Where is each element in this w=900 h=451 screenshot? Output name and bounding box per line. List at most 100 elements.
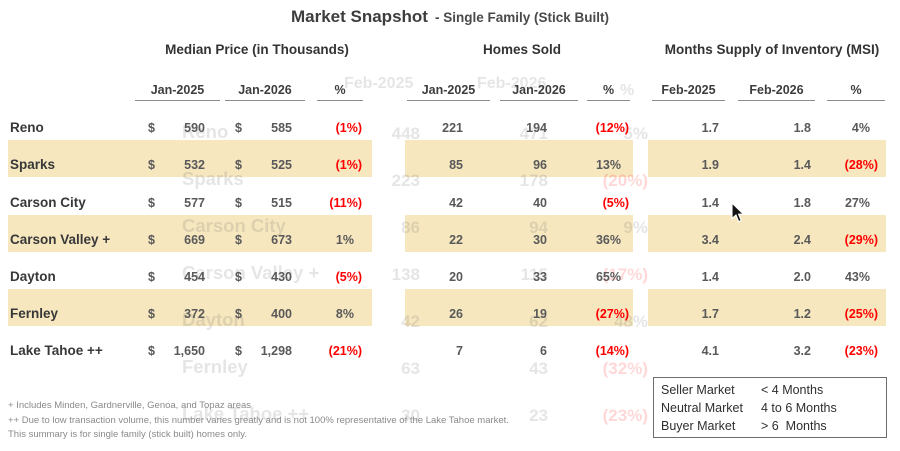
msi-2026: 1.4 (793, 158, 811, 173)
ghost-value: 94 (529, 218, 548, 237)
column-header: Jan-2025 (407, 80, 490, 101)
msi-2025: 1.4 (701, 195, 719, 210)
column-header: % (317, 80, 363, 101)
homes-sold-2026: 96 (533, 158, 547, 173)
msi-change: (28%) (844, 158, 878, 173)
homes-sold-2026: 40 (533, 195, 547, 210)
ghost-value: (17%) (602, 265, 648, 284)
currency-symbol: $ (235, 195, 242, 210)
column-header: Jan-2026 (225, 80, 305, 101)
ghost-value: 62 (529, 312, 548, 331)
currency-symbol: $ (148, 121, 155, 136)
ghost-column-header: % (620, 82, 635, 99)
row-highlight-band (405, 140, 633, 178)
homes-sold-2026: 19 (533, 307, 547, 322)
legend-value: 4 to 6 Months (761, 401, 837, 415)
median-price-2026: 525 (271, 158, 292, 173)
msi-2025: 1.9 (701, 158, 719, 173)
ghost-value: 115 (520, 265, 548, 284)
legend-row: Neutral Market 4 to 6 Months (661, 399, 879, 417)
ghost-region-label: Reno (182, 121, 229, 142)
column-header: Jan-2025 (135, 80, 220, 101)
legend-row: Seller Market < 4 Months (661, 381, 879, 399)
msi-2026: 1.2 (793, 307, 811, 322)
homes-sold-change: 13% (595, 158, 621, 173)
msi-legend-rows: Seller Market < 4 Months Neutral Market 4 t… (661, 381, 879, 435)
column-group-header: Median Price (in Thousands) (165, 42, 349, 57)
row-highlight-band (405, 289, 633, 327)
legend-row: Buyer Market > 6 Months (661, 417, 879, 435)
median-price-2025: 669 (184, 232, 205, 247)
column-header: Jan-2026 (500, 80, 578, 101)
median-price-change: (1%) (335, 121, 362, 136)
currency-symbol: $ (235, 121, 242, 136)
median-price-2026: 673 (271, 232, 292, 247)
homes-sold-change: (12%) (595, 121, 629, 136)
column-header: % (587, 80, 630, 101)
msi-2026: 3.2 (793, 344, 811, 359)
legend-label: Seller Market (661, 383, 735, 397)
homes-sold-change: (27%) (595, 307, 629, 322)
currency-symbol: $ (235, 307, 242, 322)
homes-sold-2025: 26 (449, 307, 463, 322)
homes-sold-2025: 42 (449, 195, 463, 210)
msi-2026: 2.0 (793, 270, 811, 284)
mouse-cursor (731, 202, 745, 223)
msi-change: 4% (851, 121, 870, 136)
ghost-value: 223 (391, 171, 420, 190)
ghost-value: 30 (401, 406, 420, 425)
homes-sold-2026: 194 (526, 121, 547, 136)
homes-sold-2026: 6 (540, 344, 547, 359)
column-header: % (827, 80, 885, 101)
median-price-change: 8% (335, 307, 354, 322)
ghost-value: 9% (623, 218, 648, 237)
homes-sold-change: 36% (595, 232, 621, 247)
median-price-2026: 400 (271, 307, 292, 322)
median-price-2026: 585 (271, 121, 292, 136)
ghost-region-label: Lake Tahoe ++ (182, 403, 310, 424)
ghost-column-header: Feb-2025 (344, 75, 414, 92)
median-price-2025: 372 (184, 307, 205, 322)
ghost-region-label: Sparks (182, 168, 244, 189)
ghost-column-header: Feb-2026 (477, 75, 547, 92)
currency-symbol: $ (235, 344, 242, 359)
median-price-change: (21%) (328, 344, 362, 359)
region-label: Reno (10, 120, 44, 136)
legend-label: Buyer Market (661, 419, 736, 433)
median-price-2026: 1,298 (260, 344, 292, 359)
page-title: Market Snapshot - Single Family (Stick B… (0, 7, 900, 27)
msi-2025: 3.4 (701, 232, 719, 247)
msi-2025: 1.7 (701, 121, 719, 136)
ghost-value: (23%) (602, 406, 648, 425)
footnote-lake-tahoe: ++ Due to low transaction volume, this n… (8, 415, 509, 426)
row-highlight-band (8, 289, 372, 327)
row-highlight-band (648, 214, 886, 252)
msi-change: (25%) (844, 307, 878, 322)
median-price-2025: 1,650 (173, 344, 205, 359)
msi-2026: 1.8 (793, 195, 811, 210)
ghost-value: 471 (519, 124, 548, 143)
median-price-2025: 532 (184, 158, 205, 173)
ghost-value: 86 (401, 218, 420, 237)
homes-sold-2025: 20 (449, 270, 463, 284)
median-price-change: (11%) (329, 195, 362, 210)
footnote-carson-valley: + Includes Minden, Gardnerville, Genoa, … (8, 400, 252, 411)
msi-2026: 2.4 (793, 232, 811, 247)
row-highlight-band (648, 289, 886, 327)
region-label: Lake Tahoe ++ (10, 343, 103, 359)
homes-sold-change: 65% (595, 270, 621, 284)
msi-change: (29%) (844, 232, 878, 247)
median-price-change: 1% (335, 232, 354, 247)
currency-symbol: $ (148, 270, 155, 284)
msi-change: (23%) (844, 344, 878, 359)
median-price-change: (1%) (335, 158, 362, 173)
region-label: Sparks (10, 157, 56, 173)
median-price-change: (5%) (335, 270, 362, 284)
ghost-region-label: Carson Valley + (182, 262, 320, 283)
region-label: Carson City (10, 194, 86, 210)
currency-symbol: $ (148, 232, 155, 247)
ghost-value: 5% (623, 124, 648, 143)
median-price-2025: 590 (184, 121, 205, 136)
ghost-value: 42 (401, 312, 420, 331)
